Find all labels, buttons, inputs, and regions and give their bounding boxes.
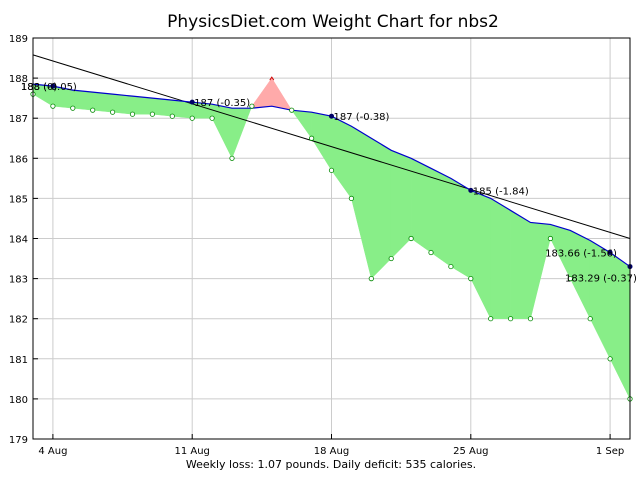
weight-point	[90, 107, 96, 113]
axis-ticks: 179 180 181 182 183 184 185 186 187 188 189 4 Aug 11…	[9, 34, 624, 457]
y-tick-label: 185	[9, 194, 28, 205]
y-tick-label: 184	[9, 235, 28, 246]
annotation-label: 183.66 (-1.56)	[545, 249, 617, 260]
annotation-label: 188 (0)	[21, 82, 58, 93]
weight-point	[587, 316, 593, 322]
below-trend-fill	[211, 103, 233, 159]
summary-footer: Weekly loss: 1.07 pounds. Daily deficit:…	[186, 458, 476, 471]
below-trend-fill	[132, 95, 153, 115]
annotation-dot	[50, 83, 56, 89]
area-fills	[32, 77, 631, 400]
weight-point	[448, 263, 454, 270]
below-trend-fill	[510, 209, 531, 319]
below-trend-fill	[331, 115, 352, 200]
annotation-label: 188 (-0.05)	[21, 82, 77, 93]
y-tick-label: 180	[9, 395, 28, 406]
regression-line	[32, 54, 631, 239]
weight-point	[527, 316, 534, 322]
y-tick-label: 187	[9, 114, 28, 125]
above-trend-fill	[271, 77, 293, 111]
weight-point	[408, 235, 414, 242]
y-tick-label: 181	[9, 355, 28, 366]
weight-point	[468, 275, 474, 282]
below-trend-fill	[152, 97, 173, 117]
x-tick-label: 1 Sep	[596, 446, 624, 457]
below-trend-fill	[530, 222, 551, 319]
weight-point	[70, 105, 76, 111]
annotation-label: 183.29 (-0.37)	[565, 274, 637, 285]
weight-point	[50, 103, 56, 109]
annotation-label: 187 (-0.35)	[194, 98, 250, 109]
below-trend-fill	[390, 149, 412, 260]
y-tick-label: 182	[9, 315, 28, 326]
weight-point	[388, 255, 394, 262]
weight-point	[507, 316, 514, 322]
below-trend-fill	[351, 125, 372, 279]
weight-point	[308, 135, 315, 141]
y-tick-label: 188	[9, 74, 28, 85]
weight-point	[110, 109, 116, 115]
y-tick-label: 186	[9, 154, 28, 165]
below-trend-fill	[72, 89, 93, 111]
y-tick-label: 179	[9, 435, 28, 446]
weight-point	[289, 107, 295, 113]
data-markers	[30, 76, 633, 402]
y-tick-label: 183	[9, 275, 28, 286]
chart-title: PhysicsDiet.com Weight Chart for nbs2	[167, 12, 499, 32]
below-trend-fill	[231, 107, 252, 159]
weight-point	[368, 275, 374, 282]
annotation-dot	[607, 250, 613, 256]
weight-point	[428, 249, 434, 256]
y-tick-label: 189	[9, 34, 28, 45]
annotation-dot	[189, 99, 195, 105]
weight-point	[189, 115, 195, 121]
below-trend-fill	[470, 190, 491, 319]
weight-point	[328, 167, 335, 173]
weight-point	[129, 111, 136, 117]
below-trend-fill	[112, 93, 133, 115]
below-trend-fill	[291, 109, 312, 140]
x-tick-label: 18 Aug	[314, 446, 349, 457]
below-trend-fill	[490, 197, 511, 319]
annotation-label: 187 (-0.38)	[334, 112, 390, 123]
weight-point	[169, 113, 175, 119]
weight-point	[229, 155, 235, 161]
annotations: 188 (0)188 (-0.05) 187 (-0.35) 187 (-0.38)…	[21, 82, 637, 284]
annotation-dot	[468, 187, 474, 193]
x-tick-label: 11 Aug	[174, 446, 209, 457]
x-tick-label: 4 Aug	[38, 446, 67, 457]
annotation-label: 185 (-1.84)	[473, 186, 529, 197]
weight-point	[209, 115, 215, 121]
below-trend-fill	[450, 177, 472, 280]
weight-point	[269, 76, 275, 81]
weight-point	[547, 235, 554, 242]
weight-point	[567, 275, 573, 282]
annotation-dot	[329, 113, 334, 119]
below-trend-fill	[371, 137, 392, 280]
above-trend-fill	[251, 77, 273, 109]
below-trend-fill	[430, 167, 452, 268]
weight-point	[488, 316, 494, 322]
weight-point	[348, 195, 354, 201]
x-tick-label: 25 Aug	[453, 446, 488, 457]
weight-point	[607, 356, 613, 362]
weight-point	[249, 103, 255, 109]
below-trend-fill	[92, 91, 113, 113]
weight-point	[149, 111, 155, 117]
